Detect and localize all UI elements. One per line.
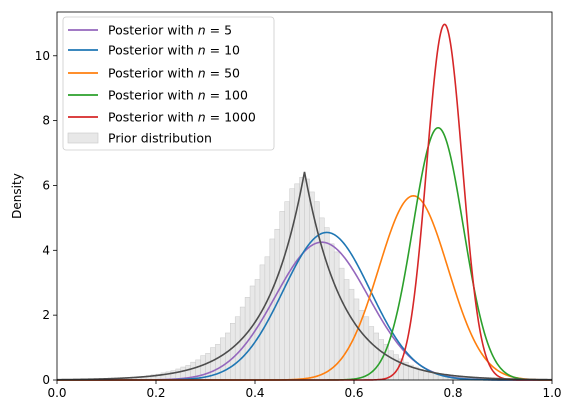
prior-density-line <box>56 171 553 381</box>
histogram-bar <box>353 298 360 381</box>
histogram-bar <box>284 201 290 381</box>
legend: Posterior with n = 5 Posterior with n = 1… <box>62 16 275 151</box>
y-tick-label: 6 <box>42 178 50 192</box>
x-tick-label: 0.6 <box>344 386 363 400</box>
x-tick-label: 0.2 <box>146 386 165 400</box>
histogram-bar <box>373 332 379 381</box>
histogram-bar <box>333 251 340 381</box>
legend-swatch <box>67 132 99 144</box>
histogram-bar <box>338 267 345 381</box>
x-tick-label: 1.0 <box>542 386 561 400</box>
histogram-bar <box>239 306 246 381</box>
plot-frame <box>56 11 553 381</box>
histogram-bar <box>329 243 335 381</box>
histogram-bar <box>304 178 310 381</box>
x-tick-label: 0.4 <box>245 386 264 400</box>
histogram-bar <box>309 191 315 381</box>
legend-label: Posterior with n = 5 <box>108 23 232 38</box>
histogram-bar <box>230 323 236 381</box>
y-tick-label: 10 <box>35 49 50 63</box>
histogram-bar <box>299 177 305 381</box>
histogram-bar <box>348 288 355 381</box>
histogram-bar <box>220 337 226 381</box>
histogram-bar <box>428 371 434 381</box>
histogram-bar <box>363 316 370 381</box>
legend-label: Posterior with n = 1000 <box>108 110 256 125</box>
y-tick-label: 8 <box>42 114 50 128</box>
legend-label: Posterior with n = 10 <box>108 43 240 58</box>
y-tick-label: 4 <box>42 243 50 257</box>
histogram-bar <box>289 188 295 381</box>
y-axis: 0 2 4 6 8 10 <box>35 49 57 387</box>
histogram-bar <box>324 227 330 381</box>
legend-label: Posterior with n = 50 <box>108 66 240 81</box>
x-axis: 0.0 0.2 0.4 0.6 0.8 1.0 <box>47 380 562 400</box>
legend-label: Prior distribution <box>108 131 212 146</box>
y-tick-label: 2 <box>42 308 50 322</box>
prior-histogram <box>56 177 553 381</box>
x-tick-label: 0.0 <box>47 386 66 400</box>
histogram-bar <box>225 332 231 381</box>
legend-label: Posterior with n = 100 <box>108 88 248 103</box>
y-axis-label: Density <box>10 173 24 219</box>
y-tick-label: 0 <box>42 373 50 387</box>
histogram-bar <box>343 279 350 381</box>
x-tick-label: 0.8 <box>443 386 462 400</box>
legend-box <box>62 16 275 151</box>
histogram-bar <box>234 316 241 381</box>
